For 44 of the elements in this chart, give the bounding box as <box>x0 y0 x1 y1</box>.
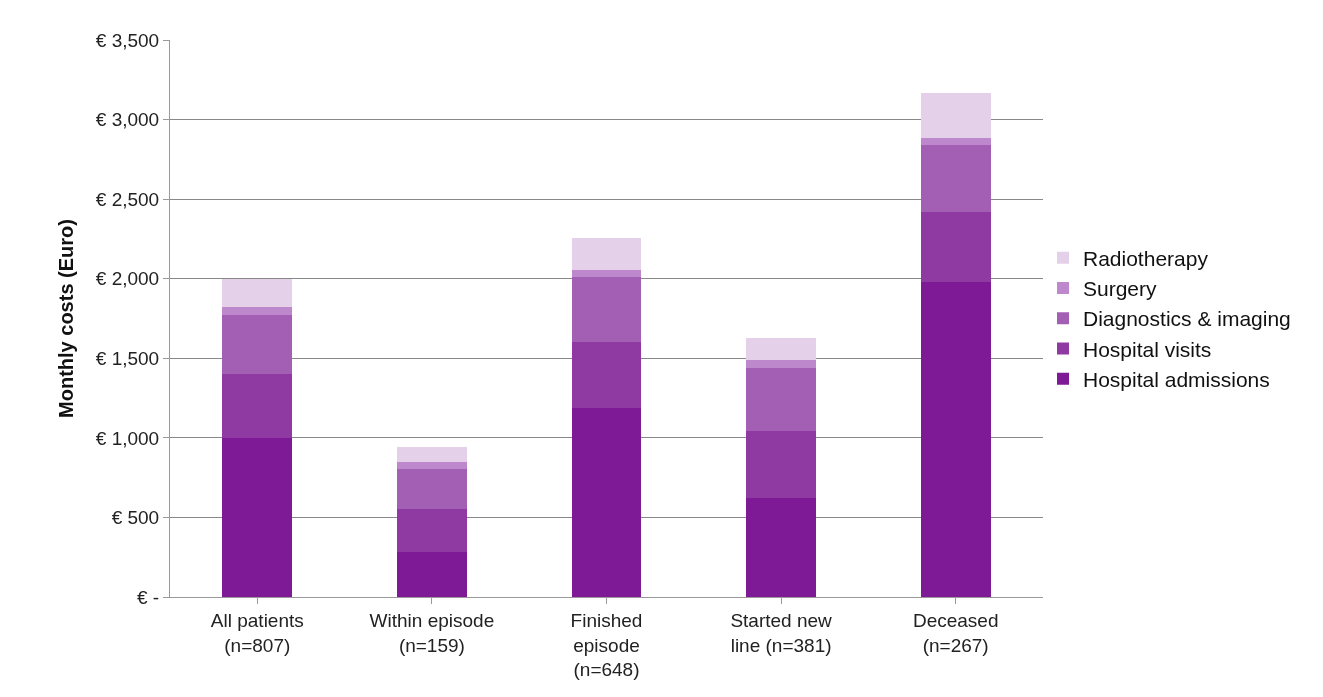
bar <box>920 211 991 282</box>
bar <box>746 367 817 431</box>
y-tick-label: € - <box>137 586 160 608</box>
y-tick-label: € 1,500 <box>95 347 160 369</box>
bar <box>746 338 817 360</box>
bar <box>396 468 467 510</box>
bar <box>920 145 991 212</box>
bar <box>222 374 293 438</box>
legend-label: Hospital visits <box>1083 337 1212 361</box>
x-tick-label: Started new line (n=381) <box>730 609 833 656</box>
y-tick-label: € 3,500 <box>95 29 160 51</box>
legend-label: Surgery <box>1083 277 1158 301</box>
bar <box>222 278 293 308</box>
bar <box>571 341 642 409</box>
bar <box>571 408 642 597</box>
bar <box>571 269 642 278</box>
legend-label: Diagnostics & imaging <box>1083 307 1291 331</box>
bar <box>396 461 467 469</box>
y-tick-label: € 500 <box>111 507 160 529</box>
bar <box>396 509 467 553</box>
x-tick-label: Finished episode (n=648) <box>570 609 643 681</box>
bar <box>920 281 991 597</box>
bar <box>222 307 293 315</box>
bar <box>396 446 467 462</box>
bar <box>571 277 642 342</box>
bar <box>746 430 817 498</box>
x-tick-label: Within episode (n=159) <box>369 609 495 656</box>
y-tick-label: € 3,000 <box>95 109 160 131</box>
bar <box>920 93 991 138</box>
legend-label: Radiotherapy <box>1083 246 1209 270</box>
bar <box>222 314 293 375</box>
y-tick-label: € 2,000 <box>95 268 160 290</box>
bar <box>746 359 817 368</box>
y-tick-label: € 1,000 <box>95 427 160 449</box>
x-tick-label: Deceased (n=267) <box>912 609 999 656</box>
bar <box>746 497 817 597</box>
y-axis-title: Monthly costs (Euro) <box>55 219 78 418</box>
x-tick-label: All patients (n=807) <box>210 609 304 656</box>
bar <box>920 137 991 146</box>
y-tick-label: € 2,500 <box>95 188 160 210</box>
bar <box>222 437 293 597</box>
bar <box>396 552 467 597</box>
legend-label: Hospital admissions <box>1083 368 1270 392</box>
bar <box>571 238 642 270</box>
